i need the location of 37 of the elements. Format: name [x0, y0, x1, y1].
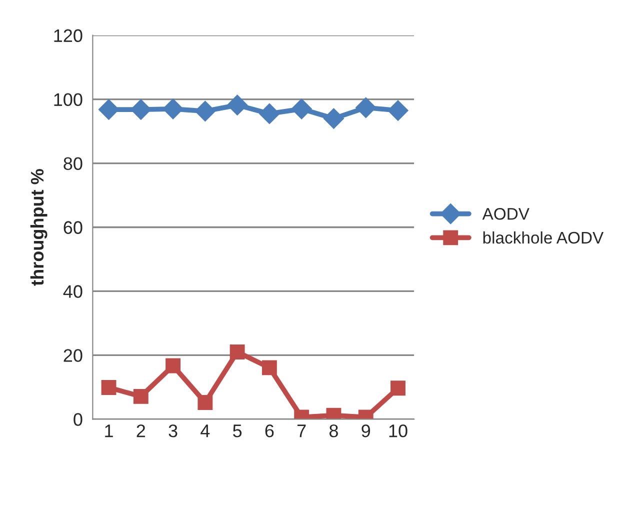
point [262, 360, 277, 376]
point [323, 108, 344, 129]
point [162, 98, 184, 120]
point [356, 97, 376, 118]
legend-label: AODV [482, 208, 530, 220]
x-tick-label: 5 [233, 424, 242, 438]
point [133, 388, 148, 404]
legend-label: blackhole AODV [483, 231, 604, 244]
x-tick-label: 2 [136, 424, 146, 438]
point [101, 380, 116, 395]
point [226, 94, 248, 116]
point [130, 99, 152, 120]
y-tick-label: 120 [54, 29, 82, 42]
x-tick-label: 9 [362, 424, 370, 438]
point [259, 103, 280, 124]
y-tick-label: 20 [64, 349, 82, 362]
point [98, 99, 120, 120]
y-tick-label: 80 [64, 157, 82, 170]
point [291, 98, 312, 120]
point [198, 395, 213, 410]
y-tick-label: 40 [63, 285, 82, 298]
y-tick-label: 0 [74, 413, 82, 426]
y-tick-label: 60 [64, 221, 82, 234]
y-tick-label: 100 [54, 93, 82, 106]
point [166, 358, 181, 374]
x-tick-label: 10 [389, 424, 408, 438]
point [194, 100, 216, 122]
point [230, 344, 245, 360]
x-tick-label: 3 [168, 424, 178, 438]
y-axis-title: throughput % [30, 169, 48, 286]
x-tick-label: 7 [297, 424, 306, 438]
x-tick-label: 4 [200, 424, 210, 438]
x-tick-label: 8 [329, 424, 338, 438]
point [388, 100, 408, 121]
point [390, 380, 406, 396]
x-tick-label: 1 [105, 424, 113, 438]
x-tick-label: 6 [265, 424, 274, 438]
